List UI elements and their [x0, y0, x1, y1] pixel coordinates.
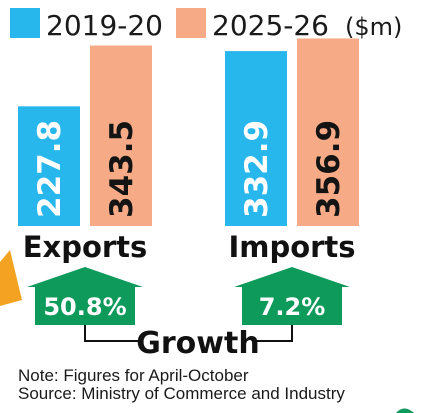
category-label-exports: Exports [23, 230, 148, 264]
growth-value-exports: 50.8% [43, 293, 126, 321]
growth-value-imports: 7.2% [259, 293, 326, 321]
source-text: Source: Ministry of Commerce and Industr… [18, 384, 345, 403]
bar-exports-2025-26 [90, 45, 152, 226]
bar-value-exports-2025-26: 343.5 [104, 120, 140, 218]
unit-label: ($m) [345, 13, 402, 41]
growth-title: Growth [136, 326, 259, 361]
bar-value-imports-2025-26: 356.9 [311, 120, 347, 218]
bar-exports-2019-20 [18, 106, 80, 226]
note-text: Note: Figures for April-October [18, 366, 249, 385]
legend-label-2019-20: 2019-20 [46, 9, 163, 42]
growth-connector-left [84, 325, 143, 342]
decor-corner-shape [396, 408, 414, 413]
bar-imports-2019-20 [225, 51, 287, 227]
growth-arrow-imports [234, 267, 350, 325]
category-label-imports: Imports [228, 230, 355, 264]
bar-imports-2025-26 [297, 38, 359, 227]
growth-group: 50.8% 7.2%Growth [27, 267, 350, 361]
bar-value-imports-2019-20: 332.9 [239, 120, 275, 218]
bars-group: 227.8 343.5 Exports 332.9 356.9 Imports [18, 38, 359, 264]
legend: 2019-20 2025-26 ($m) [10, 8, 402, 42]
growth-connector-right [254, 325, 293, 342]
legend-swatch-2019-20 [10, 8, 40, 38]
growth-arrow-exports [27, 267, 143, 325]
legend-label-2025-26: 2025-26 [212, 9, 329, 42]
legend-swatch-2025-26 [176, 8, 206, 38]
bar-value-exports-2019-20: 227.8 [32, 120, 68, 218]
decor-orange-wedge [0, 250, 22, 306]
